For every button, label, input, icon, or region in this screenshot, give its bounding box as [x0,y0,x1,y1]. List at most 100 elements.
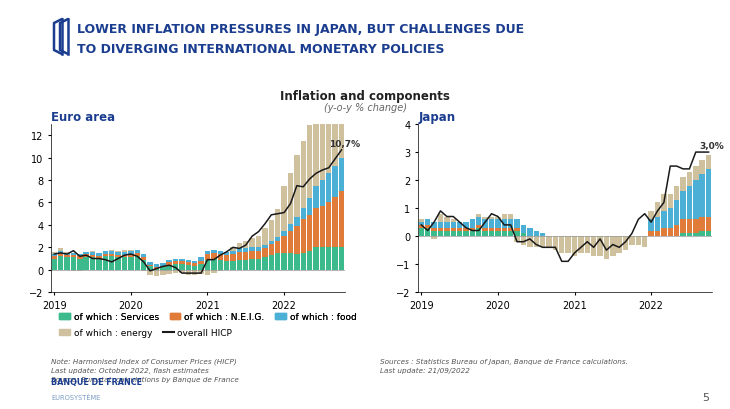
Bar [307,251,312,270]
Bar [160,268,166,270]
Bar [205,270,210,276]
Bar [693,220,699,234]
Bar [58,257,64,270]
Bar [77,257,82,259]
Bar [154,270,159,277]
Bar [450,231,456,236]
Bar [281,236,287,253]
Bar [566,236,571,253]
Bar [230,251,236,254]
Bar [275,241,280,253]
Bar [464,222,469,228]
Bar [431,231,437,236]
Bar [616,236,622,239]
Bar [469,228,475,231]
Bar [655,203,660,217]
Bar [680,192,685,220]
Bar [320,108,325,181]
Bar [661,228,666,236]
Bar [269,241,274,244]
Bar [687,172,692,186]
Bar [307,126,312,198]
Bar [699,217,705,231]
Bar [71,270,76,271]
Text: 5: 5 [702,392,710,402]
Bar [559,236,564,242]
Bar [418,220,424,222]
Bar [313,248,319,270]
Bar [591,236,596,242]
Bar [255,251,261,259]
Bar [489,220,494,228]
Bar [527,228,533,236]
Bar [166,260,172,262]
Bar [489,217,494,220]
Bar [457,231,462,236]
Bar [52,252,57,254]
Bar [307,198,312,215]
Bar [674,225,680,236]
Bar [64,253,70,256]
Bar [71,258,76,270]
Bar [288,174,293,224]
Bar [154,269,159,270]
Bar [559,236,564,253]
Bar [604,236,609,259]
Bar [52,254,57,257]
Bar [218,251,223,254]
Bar [90,258,96,270]
Bar [154,265,159,268]
Bar [109,254,115,257]
Bar [320,248,325,270]
Bar [160,267,166,268]
Bar [680,234,685,236]
Bar [515,236,520,242]
Bar [115,258,121,270]
Bar [655,217,660,231]
Bar [642,236,648,239]
Bar [706,217,711,231]
Bar [166,265,172,270]
Bar [540,236,545,248]
Bar [476,217,482,225]
Text: LOWER INFLATION PRESSURES IN JAPAN, BUT CHALLENGES DUE: LOWER INFLATION PRESSURES IN JAPAN, BUT … [77,22,524,36]
Bar [693,234,699,236]
Text: 10,7%: 10,7% [329,140,361,149]
Bar [483,220,488,228]
Bar [339,192,345,248]
Bar [294,227,299,254]
Bar [255,236,261,248]
Bar [90,251,96,252]
Bar [520,234,526,236]
Bar [444,222,450,228]
Bar [425,225,431,228]
Bar [141,258,147,260]
Bar [572,236,577,242]
Bar [288,224,293,231]
Bar [457,228,462,231]
Bar [301,220,306,253]
Bar [508,228,513,231]
Bar [218,260,223,270]
Bar [122,258,127,270]
Bar [115,251,121,252]
Bar [288,231,293,253]
Bar [141,270,147,271]
Bar [307,215,312,251]
Bar [642,236,648,248]
Bar [469,231,475,236]
Bar [275,210,280,238]
Legend: of which : energy, overall HICP: of which : energy, overall HICP [55,325,236,341]
Bar [134,257,140,270]
Bar [199,258,204,261]
Bar [294,156,299,218]
Bar [476,225,482,228]
Bar [301,209,306,220]
Bar [648,211,654,220]
Bar [502,228,507,231]
Bar [680,220,685,234]
Bar [103,251,108,254]
Bar [450,220,456,222]
Bar [425,220,431,225]
Bar [128,258,134,270]
